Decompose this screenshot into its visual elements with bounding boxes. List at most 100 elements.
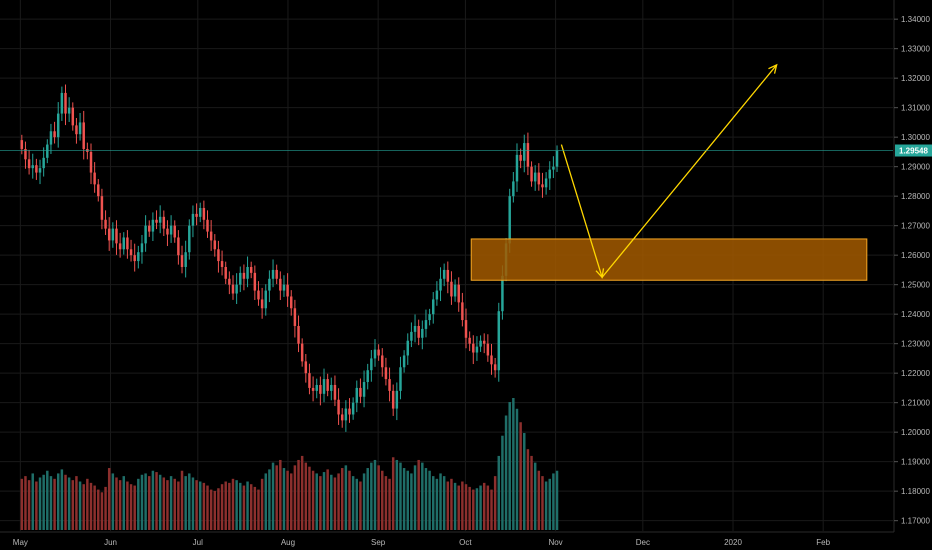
volume-bar (351, 476, 355, 530)
x-tick-label: Dec (636, 538, 650, 547)
volume-bar (439, 473, 442, 530)
volume-bar (359, 481, 362, 530)
candle-body (75, 125, 78, 135)
volume-bar (177, 481, 180, 530)
y-tick-label: 1.19000 (901, 458, 930, 467)
candle-body (348, 408, 351, 415)
candle-body (282, 284, 286, 291)
candle-body (224, 266, 227, 279)
projection-arrow-layer[interactable] (560, 63, 778, 279)
volume-bar (526, 449, 530, 530)
candle-body (279, 278, 282, 291)
volume-bar (388, 478, 391, 530)
volume-bar (432, 476, 435, 530)
volume-bar (428, 470, 431, 530)
volume-bar (49, 476, 53, 530)
candle-body (351, 402, 355, 415)
volume-bar (523, 433, 526, 530)
y-tick-label: 1.26000 (901, 251, 930, 260)
y-tick-label: 1.18000 (901, 487, 930, 496)
volume-bars (20, 398, 559, 530)
candle-body (137, 252, 140, 262)
candle-body (97, 184, 100, 197)
volume-bar (370, 462, 373, 530)
volume-bar (504, 415, 508, 530)
candle-body (100, 196, 104, 220)
volume-bar (501, 435, 504, 530)
volume-bar (133, 485, 136, 530)
volume-bar (169, 476, 173, 530)
candle-body (104, 219, 107, 229)
candle-body (555, 150, 559, 167)
volume-bar (140, 474, 144, 530)
candle-body (308, 373, 311, 388)
volume-bar (362, 473, 366, 530)
candle-body (213, 240, 217, 250)
x-tick-label: Jul (193, 538, 203, 547)
candle-body (304, 361, 308, 374)
demand-zone-rectangle (470, 238, 868, 281)
volume-bar (330, 474, 333, 530)
volume-bar (31, 473, 34, 530)
demand-zone-layer[interactable] (470, 238, 868, 281)
volume-bar (166, 480, 169, 530)
candle-body (526, 143, 530, 167)
volume-bar (239, 482, 242, 530)
volume-bar (253, 486, 257, 530)
volume-bar (202, 482, 206, 530)
candle-body (337, 399, 340, 415)
volume-bar (442, 476, 446, 530)
x-tick-label: Feb (816, 538, 830, 547)
volume-bar (410, 473, 413, 530)
y-tick-label: 1.29000 (901, 163, 930, 172)
candle-body (457, 284, 460, 303)
candle-body (366, 370, 369, 383)
candle-body (537, 172, 541, 185)
candle-body (38, 168, 42, 173)
volume-bar (282, 468, 286, 530)
candle-body (486, 343, 490, 356)
volume-bar (450, 478, 453, 530)
candle-body (184, 252, 187, 267)
candle-body (515, 154, 519, 182)
volume-bar (482, 482, 486, 530)
candle-body (435, 290, 439, 300)
candle-body (177, 237, 180, 256)
candle-body (340, 414, 344, 421)
volume-bar (479, 485, 482, 530)
volume-bar (472, 489, 475, 530)
candle-body (257, 290, 260, 300)
volume-bar (173, 478, 176, 530)
candle-body (315, 384, 318, 391)
candle-body (370, 358, 373, 371)
candle-body (118, 243, 122, 250)
volume-bar (304, 462, 308, 530)
volume-bar (111, 473, 115, 530)
volume-bar (552, 473, 555, 530)
candle-body (377, 349, 380, 356)
candle-body (126, 237, 129, 250)
volume-bar (107, 468, 111, 530)
candle-body (78, 122, 82, 135)
candle-body (195, 213, 198, 217)
candle-body (122, 237, 126, 250)
candle-body (410, 331, 413, 341)
last-price-badge (895, 144, 932, 157)
candle-body (271, 269, 275, 279)
volume-bar (242, 485, 246, 530)
volume-bar (537, 470, 541, 530)
volume-bar (530, 455, 533, 530)
candle-body (228, 278, 231, 285)
candle-body (344, 408, 348, 421)
volume-bar (213, 490, 217, 530)
candle-body (115, 228, 118, 244)
candle-body (46, 144, 49, 158)
y-tick-label: 1.33000 (901, 45, 930, 54)
candle-body (381, 355, 384, 368)
volume-bar (544, 481, 548, 530)
candle-body (20, 140, 24, 149)
candle-body (180, 255, 184, 267)
volume-bar (297, 459, 300, 530)
volume-bar (158, 474, 162, 530)
